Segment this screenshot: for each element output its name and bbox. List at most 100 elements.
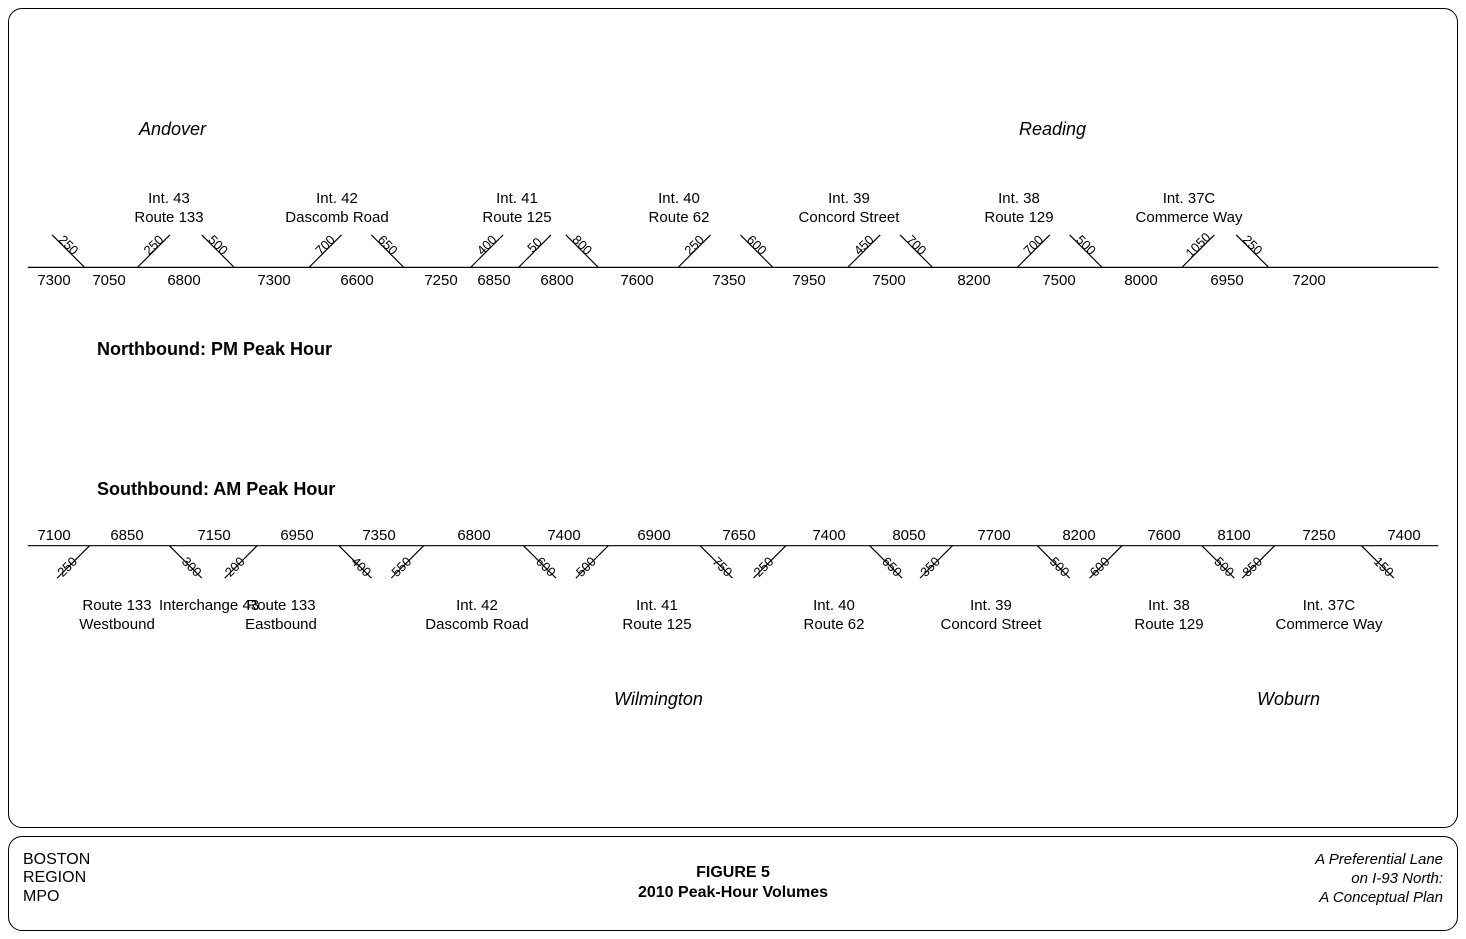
sb-ramp [576,546,608,578]
sb-ramp-label: 500 [573,554,599,580]
nb-volume: 7300 [244,272,304,289]
nb-volume: 6600 [327,272,387,289]
sb-volume: 7150 [184,527,244,544]
sb-ramp [391,546,423,578]
nb-volume: 7600 [607,272,667,289]
sb-ramp-label: 650 [879,554,905,580]
sb-interchange-label: Int. 42 Dascomb Road [397,597,557,635]
sb-ramp-label: 500 [1047,554,1073,580]
nb-interchange-label: Int. 40 Route 62 [599,190,759,228]
nb-volume: 7250 [411,272,471,289]
sb-ramp-label: 550 [388,554,414,580]
nb-ramp [137,235,169,267]
sb-ramp-label: 250 [54,554,80,580]
sb-volume: 8100 [1204,527,1264,544]
nb-interchange-label: Int. 42 Dascomb Road [257,190,417,228]
region-label-bottom: Woburn [1257,689,1320,710]
nb-ramp [309,235,341,267]
sb-ramp-label: 600 [1087,554,1113,580]
nb-interchange-label: Int. 38 Route 129 [939,190,1099,228]
sb-ramp [870,546,902,578]
southbound-label: Southbound: AM Peak Hour [97,479,335,500]
region-label-bottom: Wilmington [614,689,703,710]
nb-ramp-label: 50 [524,235,545,256]
nb-ramp [740,235,772,267]
page: AndoverReading WilmingtonWoburn Northbou… [0,0,1466,939]
nb-volume: 7050 [79,272,139,289]
footer-title: FIGURE 5 2010 Peak-Hour Volumes [9,863,1457,903]
sb-interchange-label: Int. 37C Commerce Way [1249,597,1409,635]
sb-volume: 6950 [267,527,327,544]
sb-interchange-label: Int. 39 Concord Street [911,597,1071,635]
footer-title-line1: FIGURE 5 [696,864,770,881]
region-label-top: Andover [139,119,206,140]
sb-ramp [339,546,371,578]
nb-ramp-label: 700 [1020,232,1046,258]
nb-ramp [1017,235,1049,267]
sb-ramp [1037,546,1069,578]
nb-ramp [52,235,84,267]
nb-ramp [202,235,234,267]
sb-ramp-label: 300 [179,554,205,580]
sb-interchange-label: Route 133 Eastbound [201,597,361,635]
nb-ramp-label: 700 [904,232,930,258]
sb-ramp-label: 850 [1239,554,1265,580]
footer-subtitle: A Preferential Lane on I-93 North: A Con… [1315,851,1443,907]
sb-ramp-label: 400 [348,554,374,580]
nb-volume: 6800 [154,272,214,289]
sb-volume: 8050 [879,527,939,544]
sb-ramp-label: 600 [533,554,559,580]
nb-interchange-label: Int. 43 Route 133 [89,190,249,228]
nb-ramp-label: 500 [205,232,231,258]
nb-ramp-label: 250 [56,232,82,258]
sb-volume: 7400 [534,527,594,544]
sb-ramp-label: 350 [917,554,943,580]
nb-ramp [848,235,880,267]
sb-volume: 6900 [624,527,684,544]
nb-ramp [471,235,503,267]
nb-ramp [1182,235,1214,267]
sb-ramp [225,546,257,578]
sb-volume: 7400 [1374,527,1434,544]
sb-ramp [524,546,556,578]
nb-volume: 8200 [944,272,1004,289]
sb-interchange-label: Int. 38 Route 129 [1089,597,1249,635]
sb-ramp [1202,546,1234,578]
sb-volume: 7600 [1134,527,1194,544]
footer-title-line2: 2010 Peak-Hour Volumes [638,884,828,901]
nb-ramp-label: 800 [569,232,595,258]
nb-ramp [519,235,551,267]
sb-interchange-label: Int. 40 Route 62 [754,597,914,635]
nb-ramp-label: 600 [744,232,770,258]
sb-volume: 7100 [24,527,84,544]
nb-ramp-label: 250 [1240,232,1266,258]
sb-volume: 7350 [349,527,409,544]
sb-ramp [169,546,201,578]
nb-ramp [371,235,403,267]
nb-ramp [566,235,598,267]
footer-subtitle-line1: A Preferential Lane [1315,851,1443,868]
nb-volume: 6800 [527,272,587,289]
nb-ramp-label: 250 [681,232,707,258]
nb-volume: 7350 [699,272,759,289]
nb-volume: 7500 [1029,272,1089,289]
nb-ramp [678,235,710,267]
nb-interchange-label: Int. 37C Commerce Way [1109,190,1269,228]
diagram-svg: 2502505007006504005080025060045070070050… [9,9,1457,827]
nb-volume: 7300 [24,272,84,289]
nb-volume: 6950 [1197,272,1257,289]
nb-volume: 7500 [859,272,919,289]
nb-ramp-label: 250 [141,232,167,258]
sb-ramp [920,546,952,578]
sb-volume: 7650 [709,527,769,544]
sb-ramp-label: 500 [1211,554,1237,580]
sb-ramp [57,546,89,578]
sb-ramp [1242,546,1274,578]
diagram-panel: AndoverReading WilmingtonWoburn Northbou… [8,8,1458,828]
nb-ramp-label: 650 [375,232,401,258]
nb-ramp-label: 500 [1073,232,1099,258]
sb-ramp [700,546,732,578]
footer-subtitle-line2: on I-93 North: [1351,870,1443,887]
nb-ramp-label: 700 [312,232,338,258]
nb-interchange-label: Int. 39 Concord Street [769,190,929,228]
